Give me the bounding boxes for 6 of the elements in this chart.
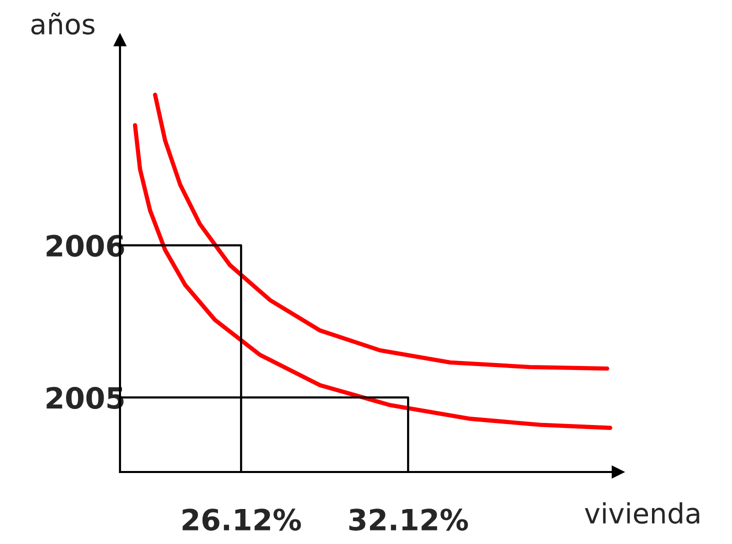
x-tick-label: 32.12% bbox=[349, 508, 468, 531]
x-axis-title: vivienda bbox=[584, 502, 700, 524]
line-series bbox=[132, 123, 612, 430]
y-axis-title: años bbox=[31, 12, 94, 35]
line-series bbox=[152, 92, 610, 371]
x-tick-label: 26.12% bbox=[182, 508, 301, 531]
